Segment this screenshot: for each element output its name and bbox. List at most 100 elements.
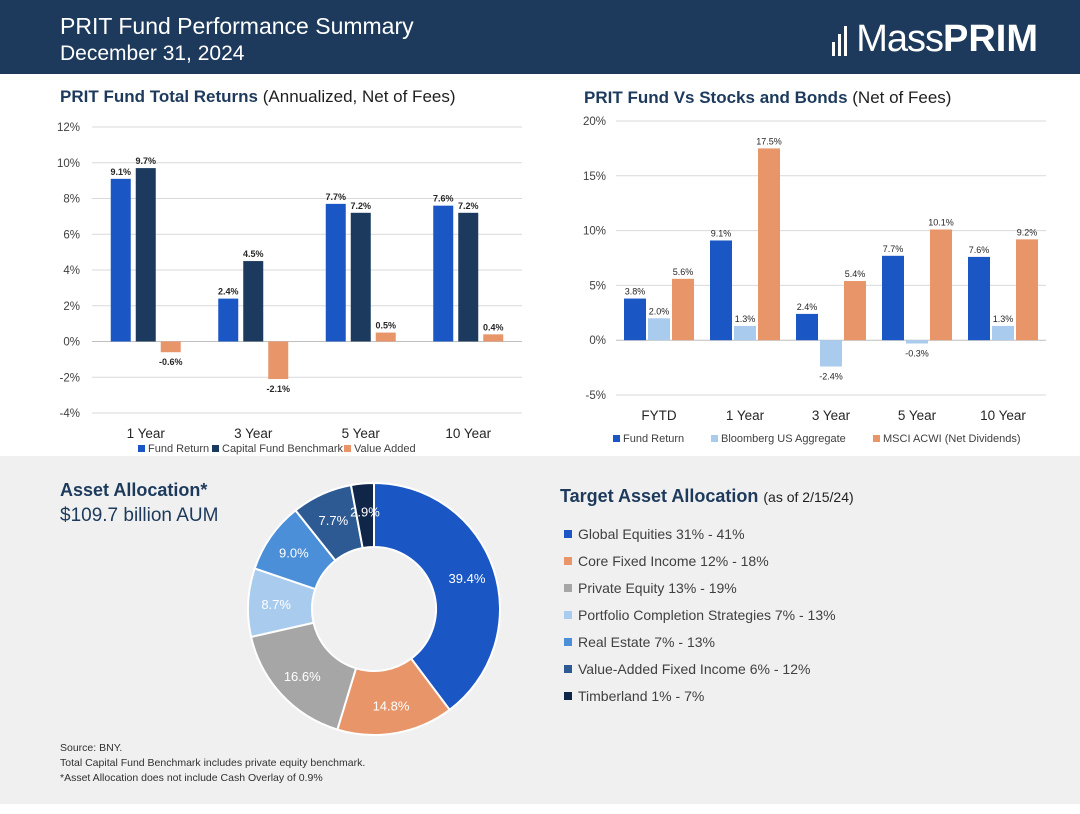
target-allocation-label: Private Equity 13% - 19% [578,579,737,596]
total-returns-bar [135,168,156,342]
donut-slice-label: 9.0% [279,546,309,561]
target-allocation-title: Target Asset Allocation (as of 2/15/24) [560,486,854,507]
total-returns-bar [110,178,131,342]
logo-text-bold: PRIM [943,18,1038,60]
stocks-bonds-bar [710,240,732,341]
stocks-bonds-data-label: 3.8% [625,287,646,297]
page-title: PRIT Fund Performance Summary [60,13,414,39]
total-returns-data-label: 7.2% [458,201,479,211]
total-returns-data-label: 9.7% [135,156,156,166]
total-returns-bar [483,334,504,342]
donut-slice [373,481,501,712]
total-returns-title-suffix: (Annualized, Net of Fees) [262,87,456,106]
stocks-bonds-y-tick-label: 5% [589,280,606,292]
stocks-bonds-bar [1016,239,1038,341]
target-allocation-item: Portfolio Completion Strategies 7% - 13% [564,601,836,628]
massprim-logo: Mass PRIM [832,20,1038,58]
total-returns-data-label: 7.7% [325,192,346,202]
stocks-bonds-data-label: 1.3% [735,314,756,324]
total-returns-bar [268,341,289,380]
total-returns-chart: 12% 10% 8% 6% 4% 2% 0% -2% -4% 9.1% 9.7% -0.6% 1 Yea… [57,122,522,455]
total-returns-x-tick-label: 3 Year [234,426,273,441]
total-returns-x-tick-label: 5 Year [342,426,381,441]
stocks-bonds-bar [930,229,952,341]
footnote-cash-overlay: *Asset Allocation does not include Cash … [60,772,323,784]
page-header: PRIT Fund Performance Summary December 3… [0,0,1080,74]
total-returns-y-tick-label: 8% [63,194,80,206]
total-returns-bar [350,212,371,342]
stocks-bonds-bar [624,298,646,341]
total-returns-data-label: -2.1% [266,384,290,394]
stocks-bonds-data-label: 9.2% [1017,227,1038,237]
target-allocation-item: Timberland 1% - 7% [564,682,836,709]
total-returns-chart-title: PRIT Fund Total Returns (Annualized, Net… [60,87,456,107]
page-date: December 31, 2024 [60,42,245,65]
target-allocation-item: Real Estate 7% - 13% [564,628,836,655]
total-returns-bar [458,212,479,342]
stocks-bonds-data-label: 9.1% [711,228,732,238]
total-returns-y-tick-label: 4% [63,265,80,277]
stocks-bonds-bar [796,313,818,341]
total-returns-x-tick-label: 10 Year [445,426,491,441]
donut-slice-label: 8.7% [261,597,291,612]
total-returns-bar [433,205,454,342]
total-returns-data-label: 2.4% [218,287,239,297]
footnotes: Source: BNY. Total Capital Fund Benchmar… [60,741,365,786]
target-allocation-label: Portfolio Completion Strategies 7% - 13% [578,606,836,623]
footnote-source: Source: BNY. [60,742,123,754]
asset-allocation-title: Asset Allocation* [60,480,208,500]
target-swatch-icon [564,583,572,592]
total-returns-bar [218,298,239,342]
total-returns-y-tick-label: 0% [63,337,80,349]
total-returns-bar [375,332,396,342]
stocks-bonds-x-tick-label: 3 Year [812,408,851,423]
total-returns-legend-swatch [344,445,351,452]
target-swatch-icon [564,556,572,565]
stocks-bonds-chart-title: PRIT Fund Vs Stocks and Bonds (Net of Fe… [584,88,951,108]
target-allocation-item: Private Equity 13% - 19% [564,574,836,601]
total-returns-x-tick-label: 1 Year [127,426,166,441]
stocks-bonds-y-tick-label: 15% [583,171,606,183]
target-swatch-icon [564,637,572,646]
stocks-bonds-bar [992,325,1014,341]
target-swatch-icon [564,691,572,700]
stocks-bonds-data-label: -0.3% [905,348,929,358]
total-returns-y-tick-label: 12% [57,122,80,134]
total-returns-data-label: 0.4% [483,322,504,332]
donut-slice-label: 7.7% [319,513,349,528]
logo-text-light: Mass [856,18,944,60]
stocks-bonds-bar [648,318,670,341]
target-swatch-icon [564,664,572,673]
stocks-bonds-data-label: 5.4% [845,269,866,279]
total-returns-bar [243,261,264,342]
total-returns-data-label: 7.2% [350,201,371,211]
target-allocation-item: Value-Added Fixed Income 6% - 12% [564,655,836,682]
stocks-bonds-x-tick-label: 10 Year [980,408,1026,423]
total-returns-legend-swatch [138,445,145,452]
stocks-bonds-data-label: 1.3% [993,314,1014,324]
stocks-bonds-legend-swatch [613,435,620,442]
total-returns-data-label: 7.6% [433,194,454,204]
target-allocation-list: Global Equities 31% - 41% Core Fixed Inco… [564,520,836,709]
donut-slice [349,481,375,550]
total-returns-bar [160,341,181,353]
target-allocation-label: Timberland 1% - 7% [578,687,705,704]
stocks-bonds-bar [968,256,990,341]
stocks-bonds-y-tick-label: 20% [583,116,606,128]
stocks-bonds-x-tick-label: FYTD [641,408,676,423]
total-returns-y-tick-label: 2% [63,301,80,313]
allocation-section: Asset Allocation* $109.7 billion AUM 39.… [0,456,1080,804]
total-returns-data-label: -0.6% [159,357,183,367]
total-returns-data-label: 4.5% [243,249,264,259]
stocks-bonds-legend-label: Fund Return [623,433,684,445]
stocks-bonds-legend-swatch [873,435,880,442]
stocks-bonds-x-tick-label: 5 Year [898,408,937,423]
stocks-bonds-title-suffix: (Net of Fees) [852,88,952,107]
total-returns-bar [325,203,346,342]
stocks-bonds-data-label: 2.0% [649,306,670,316]
target-allocation-label: Value-Added Fixed Income 6% - 12% [578,660,811,677]
total-returns-y-tick-label: -2% [60,372,80,384]
stocks-bonds-data-label: 2.4% [797,302,818,312]
total-returns-data-label: 9.1% [110,167,131,177]
donut-slice-label: 14.8% [373,699,410,714]
